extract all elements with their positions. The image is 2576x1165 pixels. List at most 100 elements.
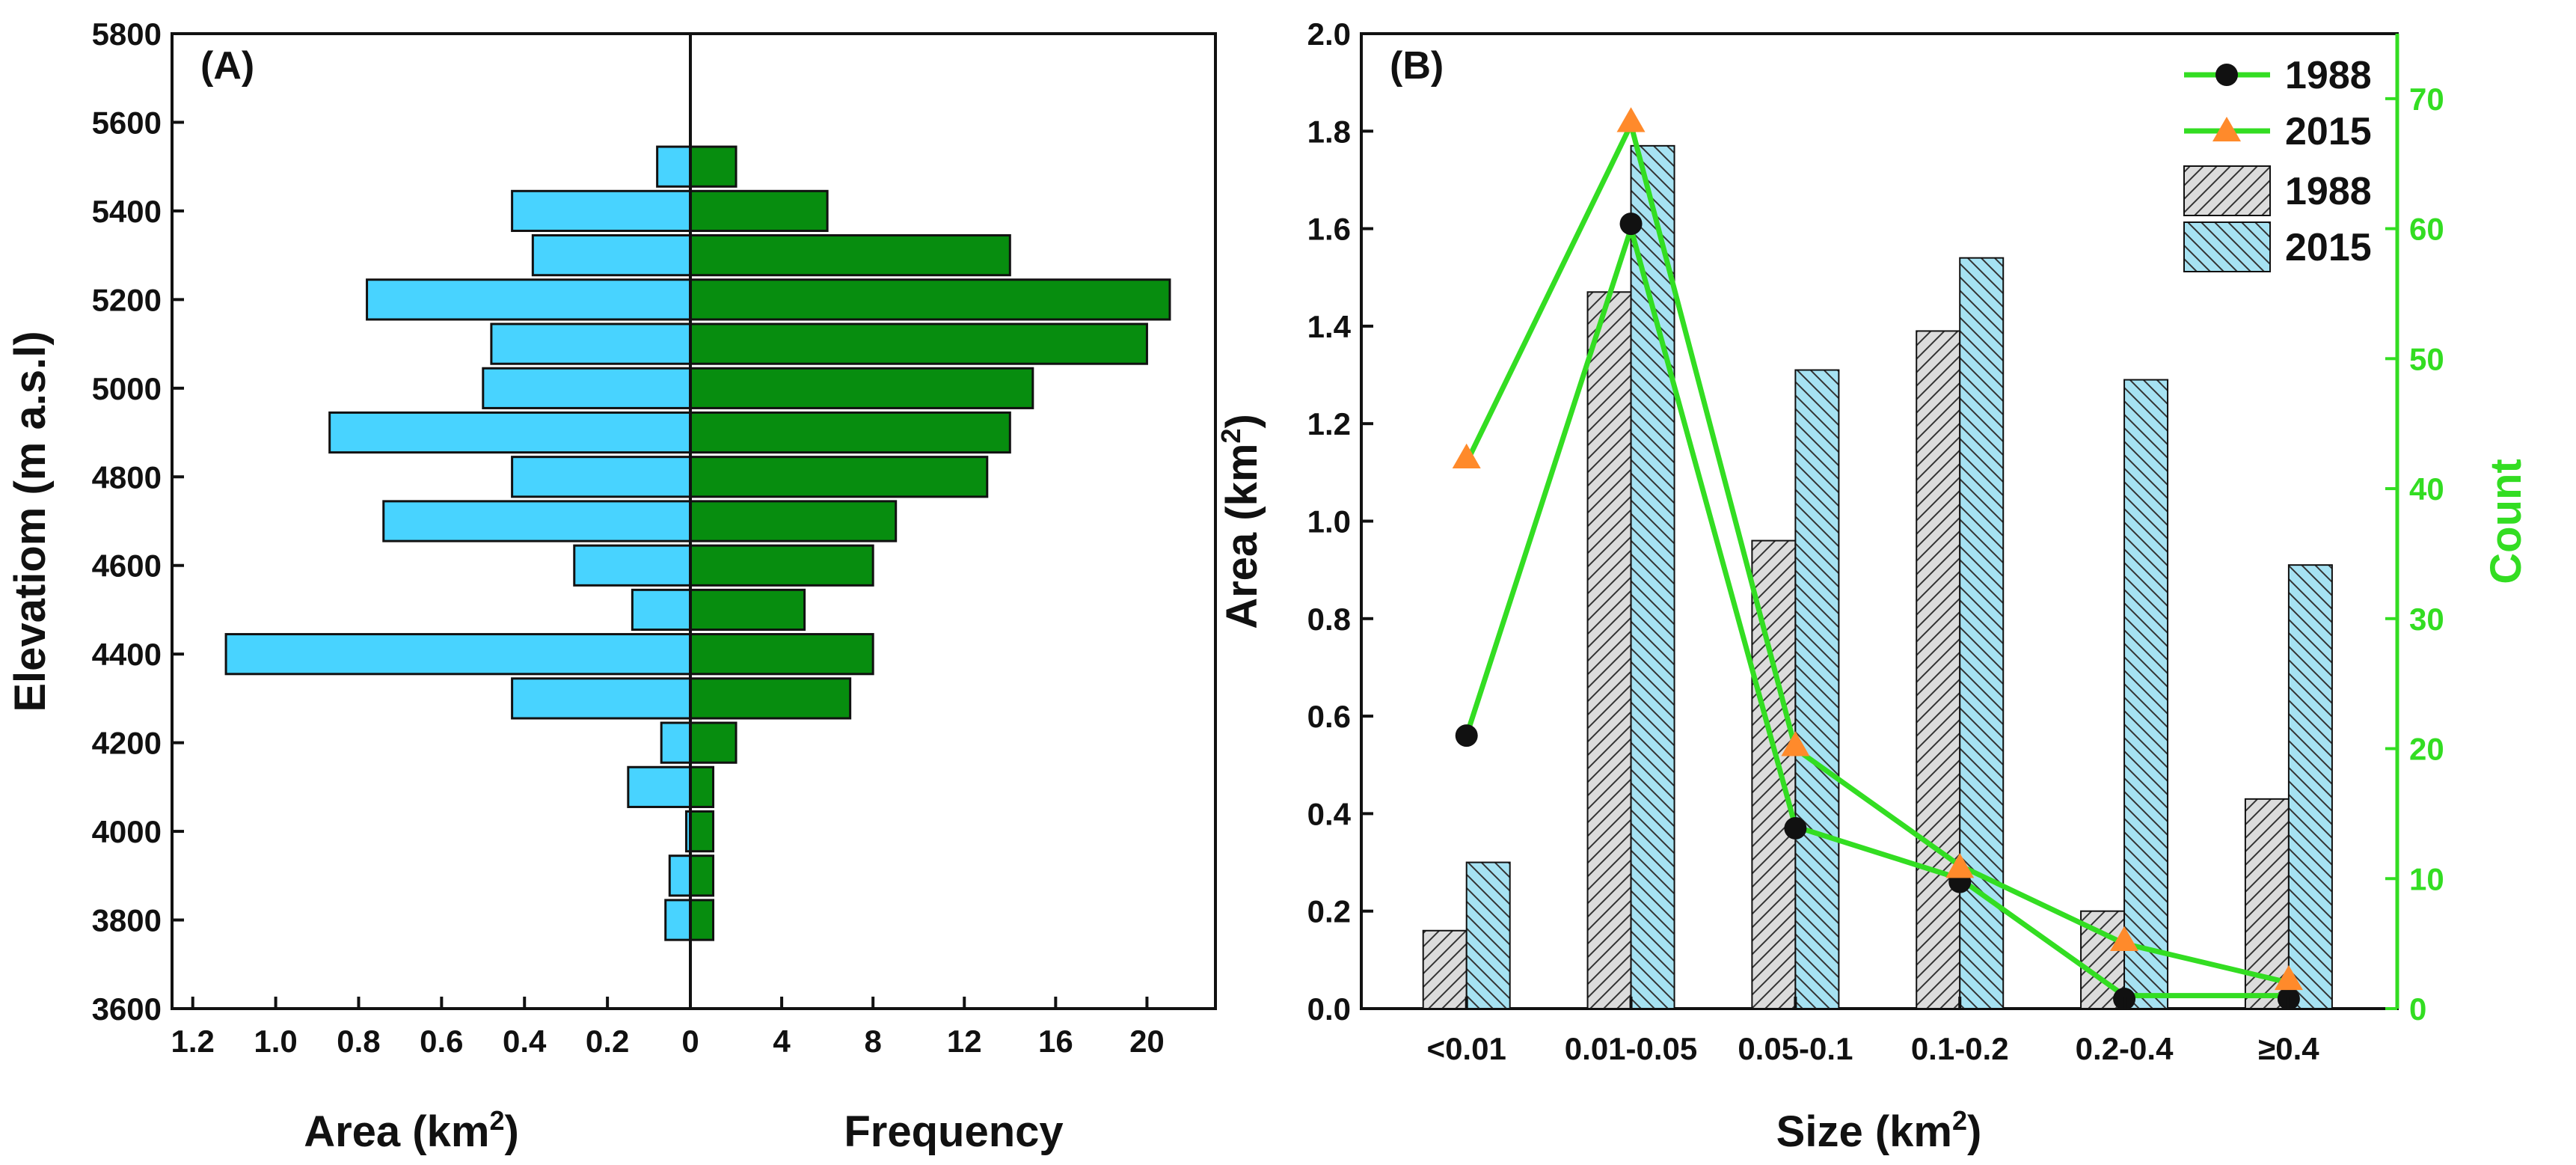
legend-marker-1988 [2215, 64, 2238, 86]
bar-1988-0 [1422, 929, 1468, 1010]
category-label-5: ≥0.4 [2258, 1031, 2319, 1066]
frequency-bar-4100 [689, 765, 715, 808]
panel-b-bars [1422, 144, 2333, 1010]
panel-a-chart: (A) 360038004000420044004600480050005200… [6, 16, 1217, 1156]
y-tick-label-3800: 3800 [92, 903, 162, 938]
panel-a-label: (A) [200, 44, 254, 88]
y-tick-label-5200: 5200 [92, 282, 162, 317]
bar-2015-2 [1794, 369, 1840, 1010]
marker-1988-1 [1619, 212, 1643, 236]
marker-1988-0 [1455, 724, 1478, 747]
area-bar-4400 [224, 633, 692, 676]
panel-b-axes: 0.0 0.2 0.4 0.6 0.8 1.0 1.2 1.4 1.6 1.8 2.0 0 10 20 30… [1307, 16, 2444, 1066]
area-bar-5300 [531, 234, 692, 277]
panel-b-label: (B) [1390, 44, 1444, 88]
frequency-x-tick-label-8: 8 [864, 1024, 881, 1059]
b-y-tick-label-0.4: 0.4 [1307, 796, 1352, 831]
area-bar-5100 [490, 322, 692, 365]
frequency-bar-4200 [689, 721, 737, 764]
area-bar-4500 [631, 588, 692, 632]
panel-a-frame [171, 32, 1217, 1010]
y-tick-label-4600: 4600 [92, 548, 162, 584]
bar-1988-1 [1586, 291, 1632, 1010]
frequency-bar-4900 [689, 411, 1011, 454]
frequency-bar-4600 [689, 544, 874, 587]
frequency-bar-5100 [689, 322, 1148, 365]
marker-2015-3 [1945, 853, 1975, 878]
panel-a-y-axis-title: Elevatiom (m a.s.l) [6, 331, 55, 712]
count-tick-label-50: 50 [2409, 341, 2444, 376]
frequency-bar-5500 [689, 145, 737, 188]
marker-2015-2 [1781, 731, 1810, 756]
area-bar-5400 [511, 189, 692, 233]
frequency-bar-5400 [689, 189, 829, 233]
area-bar-4100 [627, 765, 692, 808]
panel-a-bars [224, 145, 1171, 941]
marker-2015-1 [1616, 107, 1646, 132]
area-x-tick-label-0.8: 0.8 [337, 1024, 380, 1059]
b-y-tick-label-1.0: 1.0 [1307, 504, 1351, 539]
area-x-tick-label-1.2: 1.2 [171, 1024, 215, 1059]
area-bar-4600 [573, 544, 692, 587]
legend-bar-1988 [2183, 165, 2271, 216]
area-bar-4800 [511, 456, 692, 498]
area-bar-4300 [511, 677, 692, 720]
panel-a-x-axis-title-frequency: Frequency [844, 1107, 1063, 1156]
legend-bar-2015 [2183, 221, 2271, 272]
marker-2015-5 [2274, 964, 2303, 991]
panel-b-count-axis-title: Count [2482, 459, 2530, 584]
marker-2015-0 [1452, 443, 1481, 469]
panel-b-lines [1452, 107, 2303, 1010]
marker-1988-2 [1784, 816, 1807, 840]
category-label-1: 0.01-0.05 [1565, 1031, 1697, 1066]
area-x-tick-label-0.6: 0.6 [420, 1024, 463, 1059]
count-line-2015 [1464, 122, 2290, 985]
category-label-0: <0.01 [1427, 1031, 1506, 1066]
frequency-bar-4800 [689, 456, 989, 498]
count-line-1988 [1464, 226, 2289, 999]
area-x-tick-label-0.4: 0.4 [503, 1024, 547, 1059]
y-tick-label-5800: 5800 [92, 16, 162, 52]
category-label-3: 0.1-0.2 [1911, 1031, 2009, 1066]
b-y-tick-label-2.0: 2.0 [1307, 16, 1351, 52]
b-y-tick-label-0.6: 0.6 [1307, 699, 1351, 734]
frequency-bar-3800 [689, 899, 715, 941]
frequency-x-tick-label-4: 4 [773, 1024, 791, 1059]
area-x-tick-label-1.0: 1.0 [254, 1024, 297, 1059]
frequency-x-tick-label-16: 16 [1038, 1024, 1073, 1059]
legend-label-0: 1988 [2285, 54, 2372, 97]
count-tick-label-30: 30 [2409, 602, 2444, 637]
frequency-bar-5200 [689, 278, 1171, 321]
category-label-2: 0.05-0.1 [1738, 1031, 1853, 1066]
panel-b-legend: 1988 2015 1988 2015 [2183, 54, 2372, 272]
panel-b-chart: (B) 0.0 0.2 0.4 0.6 0.8 1.0 1.2 1.4 1.6 1.8 2.0 0 10… [1215, 16, 2530, 1156]
area-x-tick-label-0: 0 [681, 1024, 699, 1059]
frequency-bar-4000 [689, 810, 715, 853]
b-y-tick-label-0.0: 0.0 [1307, 991, 1351, 1027]
area-bar-4200 [660, 721, 692, 764]
y-tick-label-4200: 4200 [92, 726, 162, 761]
area-x-tick-label-0.2: 0.2 [586, 1024, 629, 1059]
area-bar-5000 [482, 367, 692, 409]
panel-a-x-axis-title-area: Area (km2) [304, 1105, 519, 1156]
y-tick-label-5000: 5000 [92, 371, 162, 406]
area-bar-5500 [656, 145, 692, 188]
b-y-tick-label-0.8: 0.8 [1307, 602, 1351, 637]
frequency-bar-4700 [689, 500, 898, 542]
frequency-x-tick-label-12: 12 [947, 1024, 982, 1059]
y-tick-label-3600: 3600 [92, 991, 162, 1027]
legend-label-3: 2015 [2285, 226, 2372, 269]
b-y-tick-label-0.2: 0.2 [1307, 894, 1351, 929]
area-bar-3800 [664, 899, 692, 941]
frequency-bar-4500 [689, 588, 806, 632]
y-tick-label-5400: 5400 [92, 194, 162, 229]
frequency-bar-4400 [689, 633, 874, 676]
bar-1988-3 [1916, 330, 1961, 1010]
y-tick-label-4400: 4400 [92, 637, 162, 672]
area-bar-4900 [328, 411, 692, 454]
bar-2015-0 [1465, 861, 1511, 1010]
area-bar-5200 [366, 278, 692, 321]
y-tick-label-4000: 4000 [92, 814, 162, 849]
b-y-tick-label-1.8: 1.8 [1307, 114, 1351, 149]
